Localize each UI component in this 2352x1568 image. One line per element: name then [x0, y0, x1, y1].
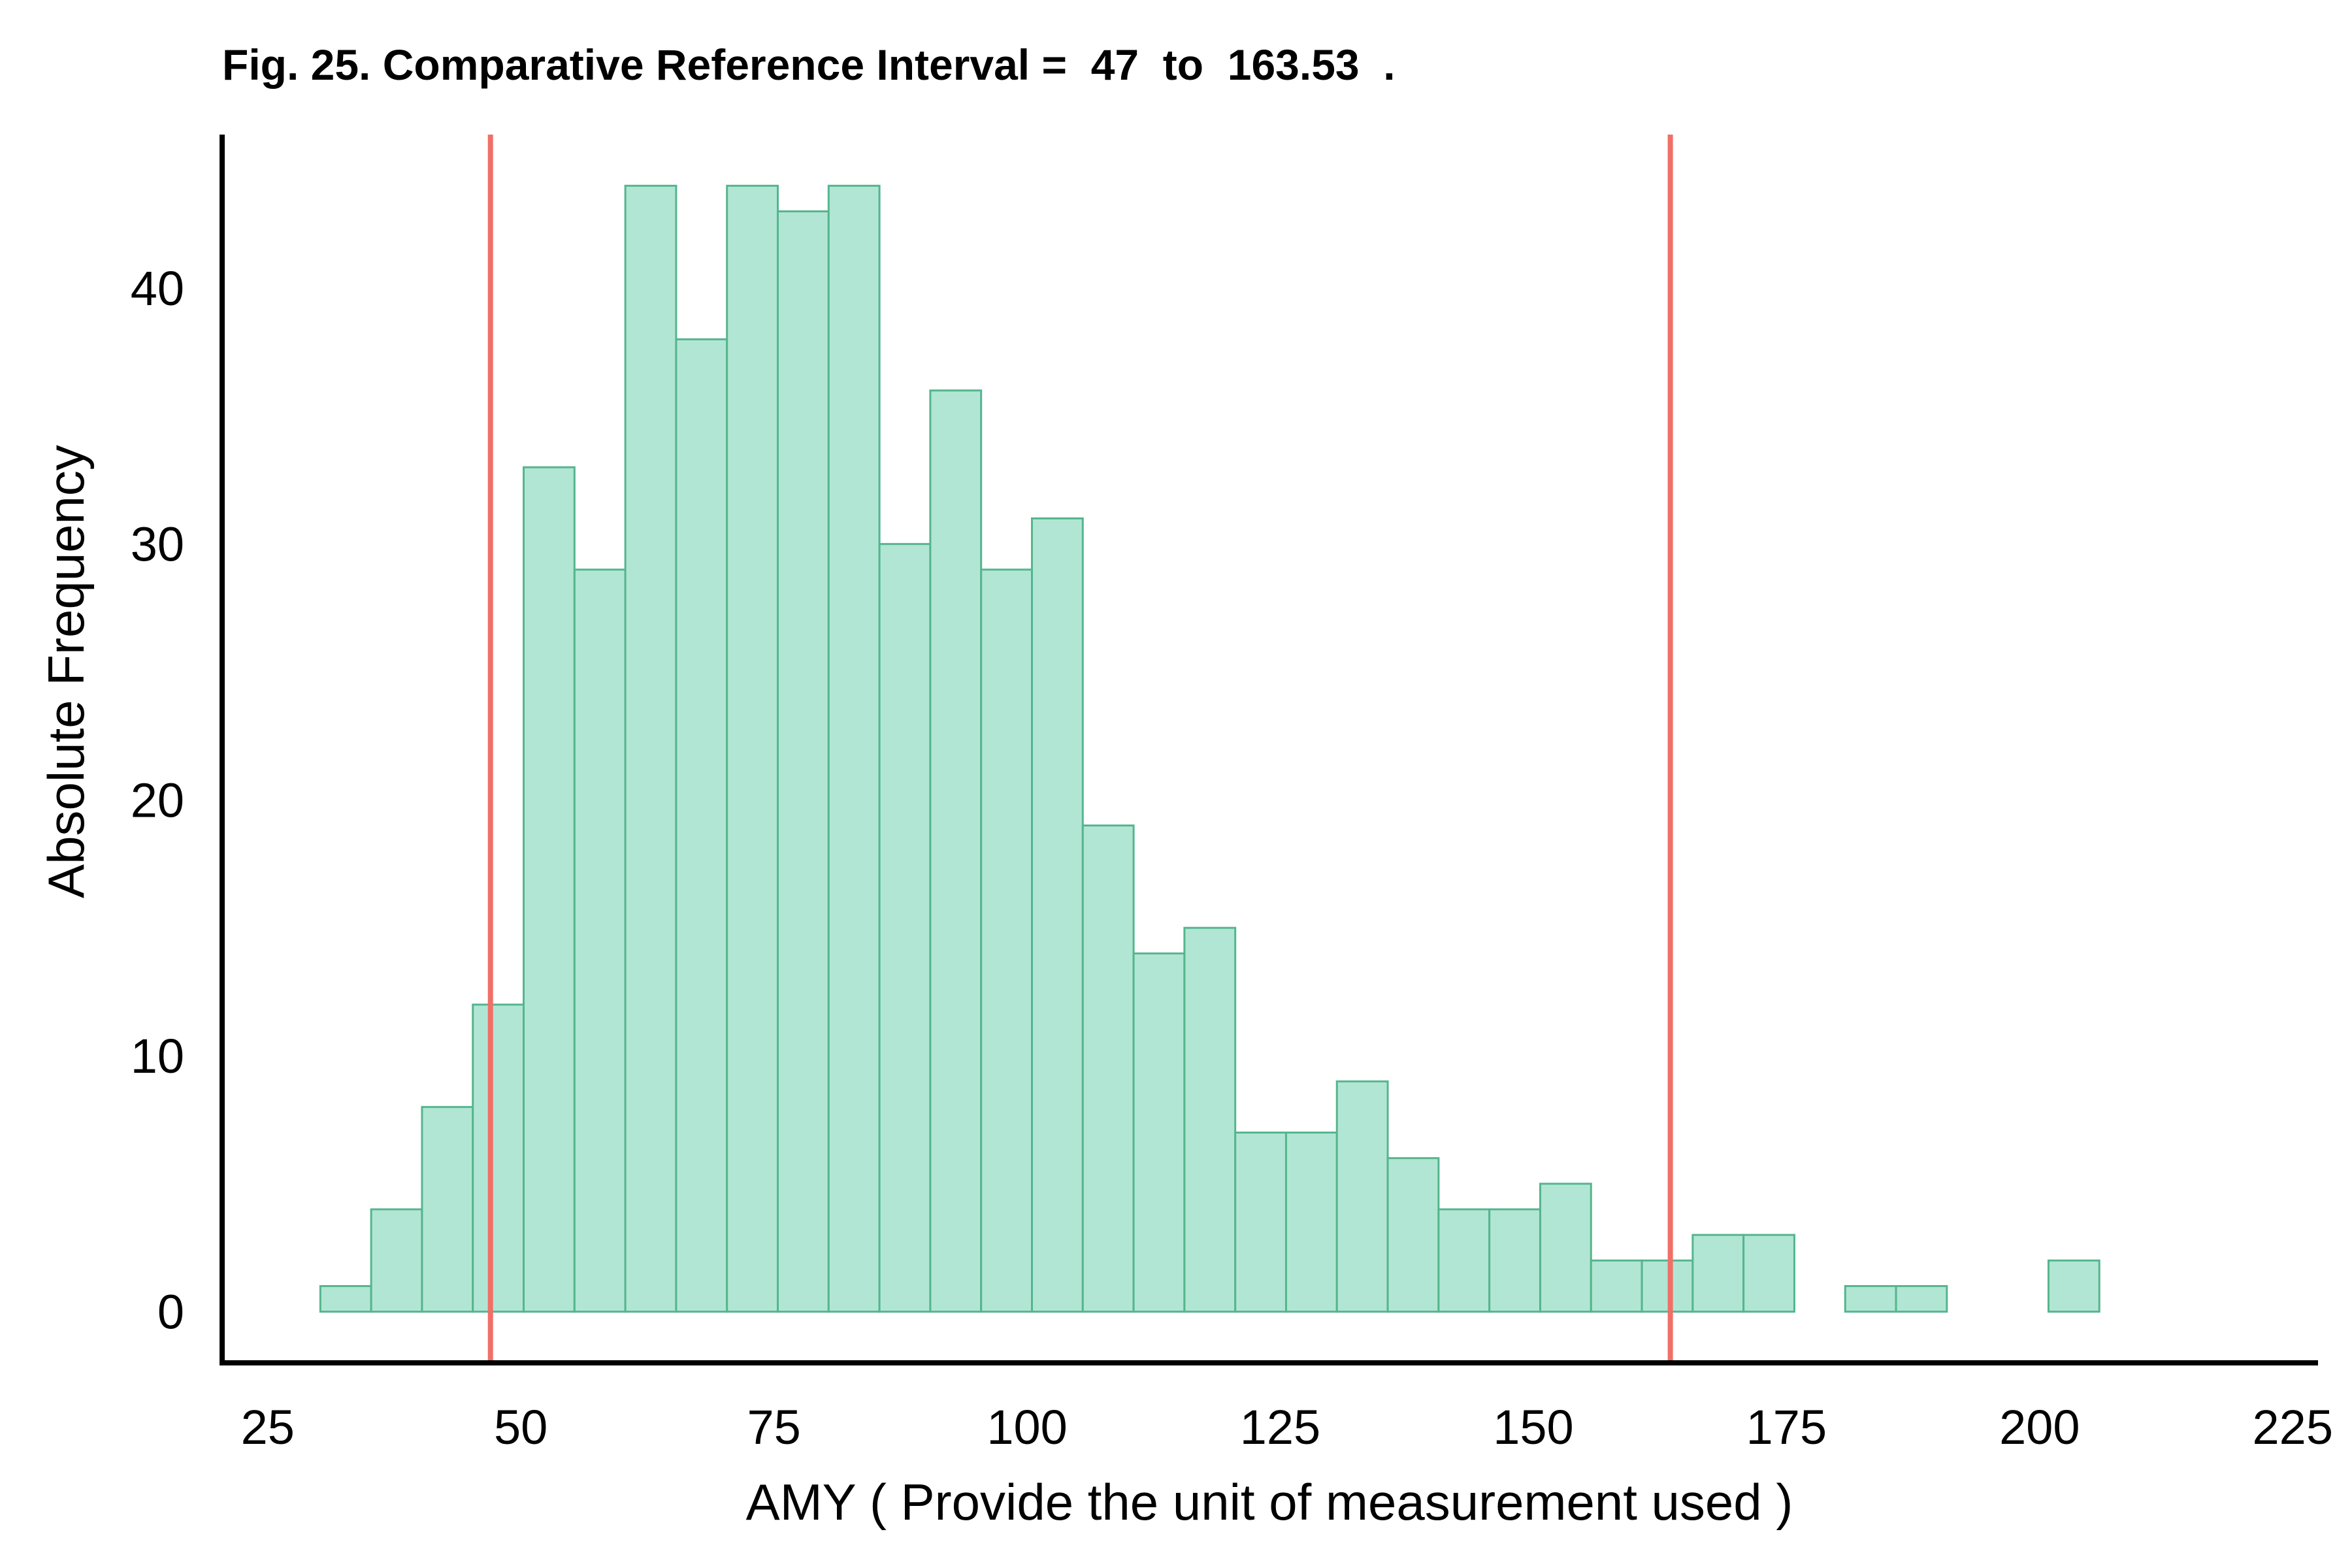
histogram-bar	[827, 184, 881, 1313]
histogram-bar	[1590, 1259, 1643, 1313]
bars-layer	[319, 184, 2100, 1313]
histogram-bar	[1437, 1208, 1491, 1313]
y-tick-label: 30	[131, 517, 184, 572]
y-tick-label: 10	[131, 1029, 184, 1083]
y-tick-labels: 0 10 20 30 40	[131, 261, 184, 1339]
histogram-bar	[675, 338, 728, 1313]
x-tick-labels: 25 50 75 100 125 150 175 200 225	[241, 1400, 2333, 1454]
x-tick-label: 225	[2253, 1400, 2333, 1454]
x-tick-label: 150	[1493, 1400, 1573, 1454]
histogram-bar	[523, 466, 576, 1313]
histogram-bar	[1081, 825, 1135, 1313]
histogram-bar	[319, 1285, 372, 1313]
histogram-bar	[1691, 1233, 1745, 1313]
x-tick-label: 75	[747, 1400, 800, 1454]
histogram-bar	[421, 1105, 474, 1313]
histogram-bar	[1844, 1285, 1897, 1313]
histogram-bar	[624, 184, 678, 1313]
histogram-bar	[929, 389, 983, 1313]
histogram-bar	[573, 568, 627, 1313]
histogram-bar	[1132, 952, 1186, 1313]
x-axis-label: AMY ( Provide the unit of measurement us…	[746, 1473, 1793, 1531]
y-tick-label: 0	[157, 1285, 184, 1339]
y-axis-label: Absolute Frequency	[37, 445, 95, 898]
histogram-bar	[1234, 1132, 1287, 1313]
x-tick-label: 50	[494, 1400, 547, 1454]
histogram-bar	[472, 1004, 525, 1313]
histogram-bar	[1183, 926, 1237, 1313]
histogram-bar	[726, 184, 779, 1313]
y-tick-label: 20	[131, 773, 184, 827]
y-tick-label: 40	[131, 261, 184, 316]
x-tick-label: 25	[241, 1400, 295, 1454]
histogram-bar	[1742, 1233, 1795, 1313]
histogram-bar	[1641, 1259, 1694, 1313]
histogram-bar	[980, 568, 1033, 1313]
histogram-bar	[878, 543, 932, 1313]
histogram-bar	[370, 1208, 423, 1313]
histogram-bar	[1895, 1285, 1948, 1313]
x-tick-label: 200	[1999, 1400, 2080, 1454]
histogram-bar	[1488, 1208, 1541, 1313]
reference-lines-layer	[487, 135, 1673, 1363]
histogram-bar	[1284, 1132, 1338, 1313]
x-tick-label: 100	[987, 1400, 1067, 1454]
histogram-bar	[1335, 1080, 1389, 1313]
histogram-bar	[1030, 517, 1084, 1313]
histogram-bar	[1539, 1183, 1592, 1313]
chart-title: Fig. 25. Comparative Reference Interval …	[222, 41, 1396, 89]
histogram-bar	[2047, 1259, 2100, 1313]
histogram-bar	[1386, 1157, 1440, 1313]
x-tick-label: 175	[1746, 1400, 1827, 1454]
histogram-bar	[777, 210, 830, 1313]
x-tick-label: 125	[1240, 1400, 1320, 1454]
